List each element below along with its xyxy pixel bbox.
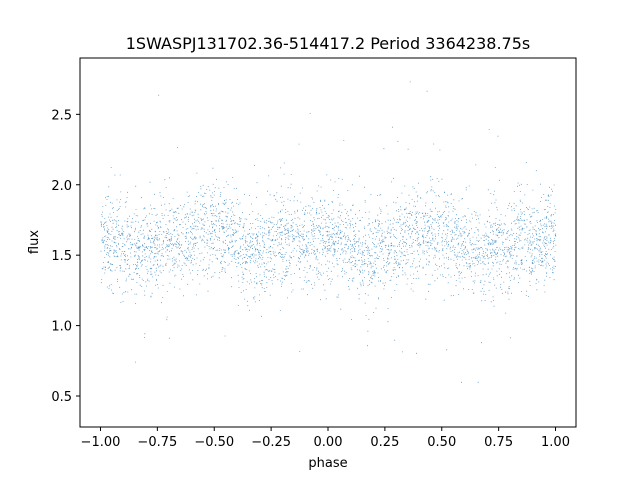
y-tick-label: 2.0 xyxy=(51,179,72,194)
x-tick-label: 1.00 xyxy=(541,435,570,450)
chart-title: 1SWASPJ131702.36-514417.2 Period 3364238… xyxy=(126,34,531,53)
data-point-cloud xyxy=(100,81,557,383)
scatter-points xyxy=(100,81,557,383)
y-tick-label: 0.5 xyxy=(51,390,72,405)
x-tick-label: 0.75 xyxy=(484,435,513,450)
y-tick-label: 1.0 xyxy=(51,320,72,335)
x-tick-label: −0.50 xyxy=(194,435,234,450)
x-tick-label: −0.75 xyxy=(137,435,177,450)
x-tick-label: −0.25 xyxy=(251,435,291,450)
y-tick-label: 1.5 xyxy=(51,249,72,264)
x-tick-label: 0.50 xyxy=(427,435,456,450)
y-axis: 0.5 1.0 1.5 2.0 2.5 xyxy=(51,108,80,405)
plot-area-frame xyxy=(79,57,577,428)
x-tick-label: 0.00 xyxy=(314,435,343,450)
y-tick-label: 2.5 xyxy=(51,108,72,123)
x-axis-title: phase xyxy=(308,456,347,471)
x-axis: −1.00 −0.75 −0.50 −0.25 0.00 0.25 0.50 0.75 1.00 xyxy=(81,427,570,450)
x-tick-label: 0.25 xyxy=(370,435,399,450)
x-tick-label: −1.00 xyxy=(81,435,121,450)
y-axis-title: flux xyxy=(27,230,42,254)
